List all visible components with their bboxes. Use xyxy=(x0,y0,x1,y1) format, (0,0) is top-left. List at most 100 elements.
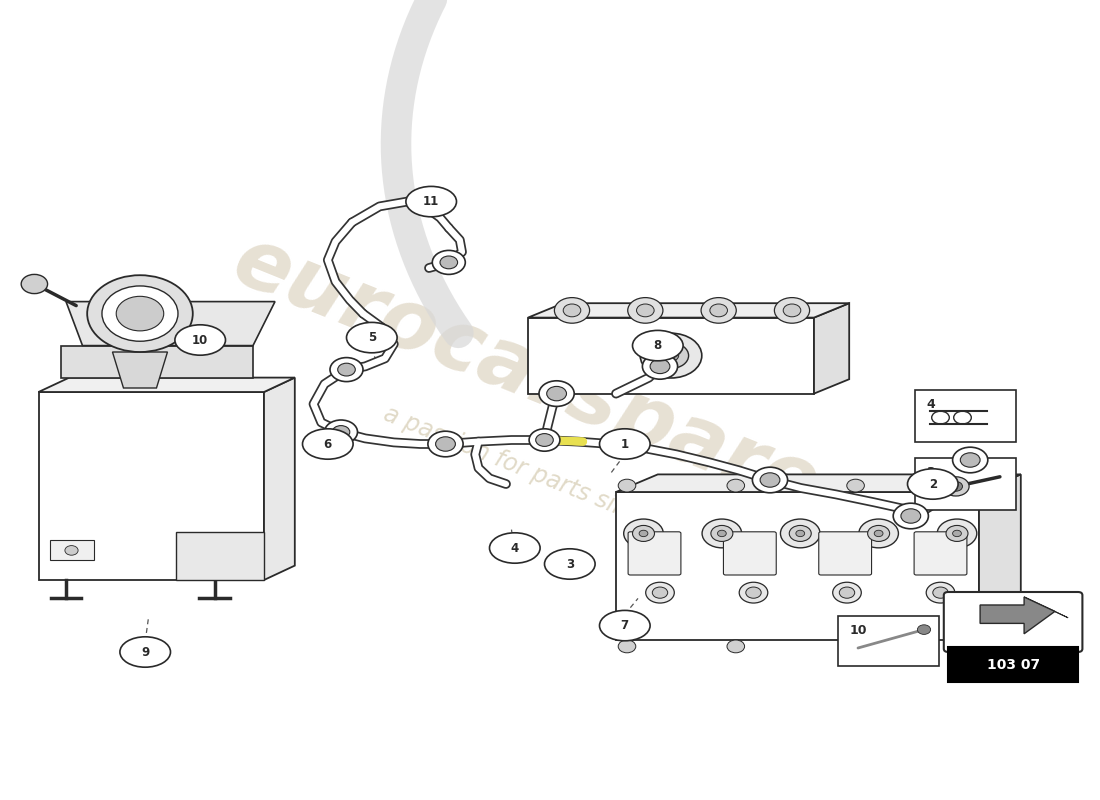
Ellipse shape xyxy=(632,330,683,361)
Circle shape xyxy=(547,386,567,401)
Circle shape xyxy=(702,519,741,548)
Circle shape xyxy=(874,530,883,537)
Text: 4: 4 xyxy=(510,542,519,554)
Circle shape xyxy=(933,587,948,598)
Circle shape xyxy=(847,479,865,492)
FancyBboxPatch shape xyxy=(724,532,777,575)
Ellipse shape xyxy=(490,533,540,563)
Circle shape xyxy=(949,482,962,491)
Circle shape xyxy=(937,519,977,548)
Polygon shape xyxy=(176,532,264,580)
FancyBboxPatch shape xyxy=(948,647,1078,682)
Circle shape xyxy=(653,342,689,368)
Circle shape xyxy=(637,304,654,317)
Text: 10: 10 xyxy=(192,334,208,346)
Text: 11: 11 xyxy=(424,195,439,208)
Circle shape xyxy=(959,640,977,653)
Circle shape xyxy=(539,381,574,406)
Text: 8: 8 xyxy=(653,339,662,352)
Circle shape xyxy=(796,530,804,537)
Circle shape xyxy=(432,250,465,274)
FancyBboxPatch shape xyxy=(914,532,967,575)
Text: 3: 3 xyxy=(565,558,574,570)
FancyBboxPatch shape xyxy=(915,458,1016,510)
Circle shape xyxy=(953,447,988,473)
Circle shape xyxy=(917,625,931,634)
Text: 2: 2 xyxy=(928,478,937,490)
Circle shape xyxy=(642,354,678,379)
Circle shape xyxy=(628,298,663,323)
Polygon shape xyxy=(264,378,295,580)
Circle shape xyxy=(639,530,648,537)
FancyBboxPatch shape xyxy=(50,540,94,560)
Circle shape xyxy=(646,582,674,603)
Circle shape xyxy=(529,429,560,451)
Circle shape xyxy=(946,526,968,542)
Polygon shape xyxy=(814,303,849,394)
Circle shape xyxy=(953,530,961,537)
Circle shape xyxy=(893,503,928,529)
Circle shape xyxy=(727,479,745,492)
Circle shape xyxy=(65,546,78,555)
Circle shape xyxy=(440,256,458,269)
Polygon shape xyxy=(39,378,295,392)
Ellipse shape xyxy=(346,322,397,353)
Circle shape xyxy=(901,509,921,523)
Ellipse shape xyxy=(600,429,650,459)
Ellipse shape xyxy=(908,469,958,499)
Circle shape xyxy=(959,479,977,492)
Circle shape xyxy=(624,519,663,548)
Text: 5: 5 xyxy=(367,331,376,344)
Ellipse shape xyxy=(175,325,226,355)
Ellipse shape xyxy=(544,549,595,579)
FancyBboxPatch shape xyxy=(944,592,1082,652)
Polygon shape xyxy=(528,303,849,318)
Circle shape xyxy=(436,437,455,451)
Circle shape xyxy=(926,582,955,603)
Circle shape xyxy=(21,274,47,294)
Circle shape xyxy=(324,420,358,444)
Polygon shape xyxy=(60,346,253,378)
Circle shape xyxy=(563,304,581,317)
Circle shape xyxy=(663,350,679,362)
Polygon shape xyxy=(616,492,979,640)
Circle shape xyxy=(710,304,727,317)
Circle shape xyxy=(932,411,949,424)
Circle shape xyxy=(868,526,890,542)
Polygon shape xyxy=(616,474,1021,492)
Ellipse shape xyxy=(406,186,456,217)
Circle shape xyxy=(428,431,463,457)
Circle shape xyxy=(739,582,768,603)
Circle shape xyxy=(954,411,971,424)
Circle shape xyxy=(774,298,810,323)
Circle shape xyxy=(618,479,636,492)
Text: 4: 4 xyxy=(926,398,935,410)
Circle shape xyxy=(117,296,164,331)
Circle shape xyxy=(783,304,801,317)
FancyBboxPatch shape xyxy=(915,390,1016,442)
Circle shape xyxy=(554,298,590,323)
Circle shape xyxy=(943,477,969,496)
Ellipse shape xyxy=(120,637,170,667)
Circle shape xyxy=(859,519,899,548)
Circle shape xyxy=(330,358,363,382)
Circle shape xyxy=(960,453,980,467)
Polygon shape xyxy=(39,392,264,580)
Circle shape xyxy=(701,298,736,323)
Circle shape xyxy=(790,526,812,542)
Circle shape xyxy=(650,359,670,374)
Polygon shape xyxy=(1024,597,1068,618)
FancyBboxPatch shape xyxy=(628,532,681,575)
Circle shape xyxy=(839,587,855,598)
Ellipse shape xyxy=(600,610,650,641)
Circle shape xyxy=(536,434,553,446)
Polygon shape xyxy=(112,352,167,388)
Circle shape xyxy=(780,519,820,548)
Text: eurocarspares: eurocarspares xyxy=(222,220,878,548)
Circle shape xyxy=(652,587,668,598)
Circle shape xyxy=(640,334,702,378)
Polygon shape xyxy=(528,318,814,394)
Circle shape xyxy=(717,530,726,537)
Text: 6: 6 xyxy=(323,438,332,450)
Circle shape xyxy=(618,640,636,653)
